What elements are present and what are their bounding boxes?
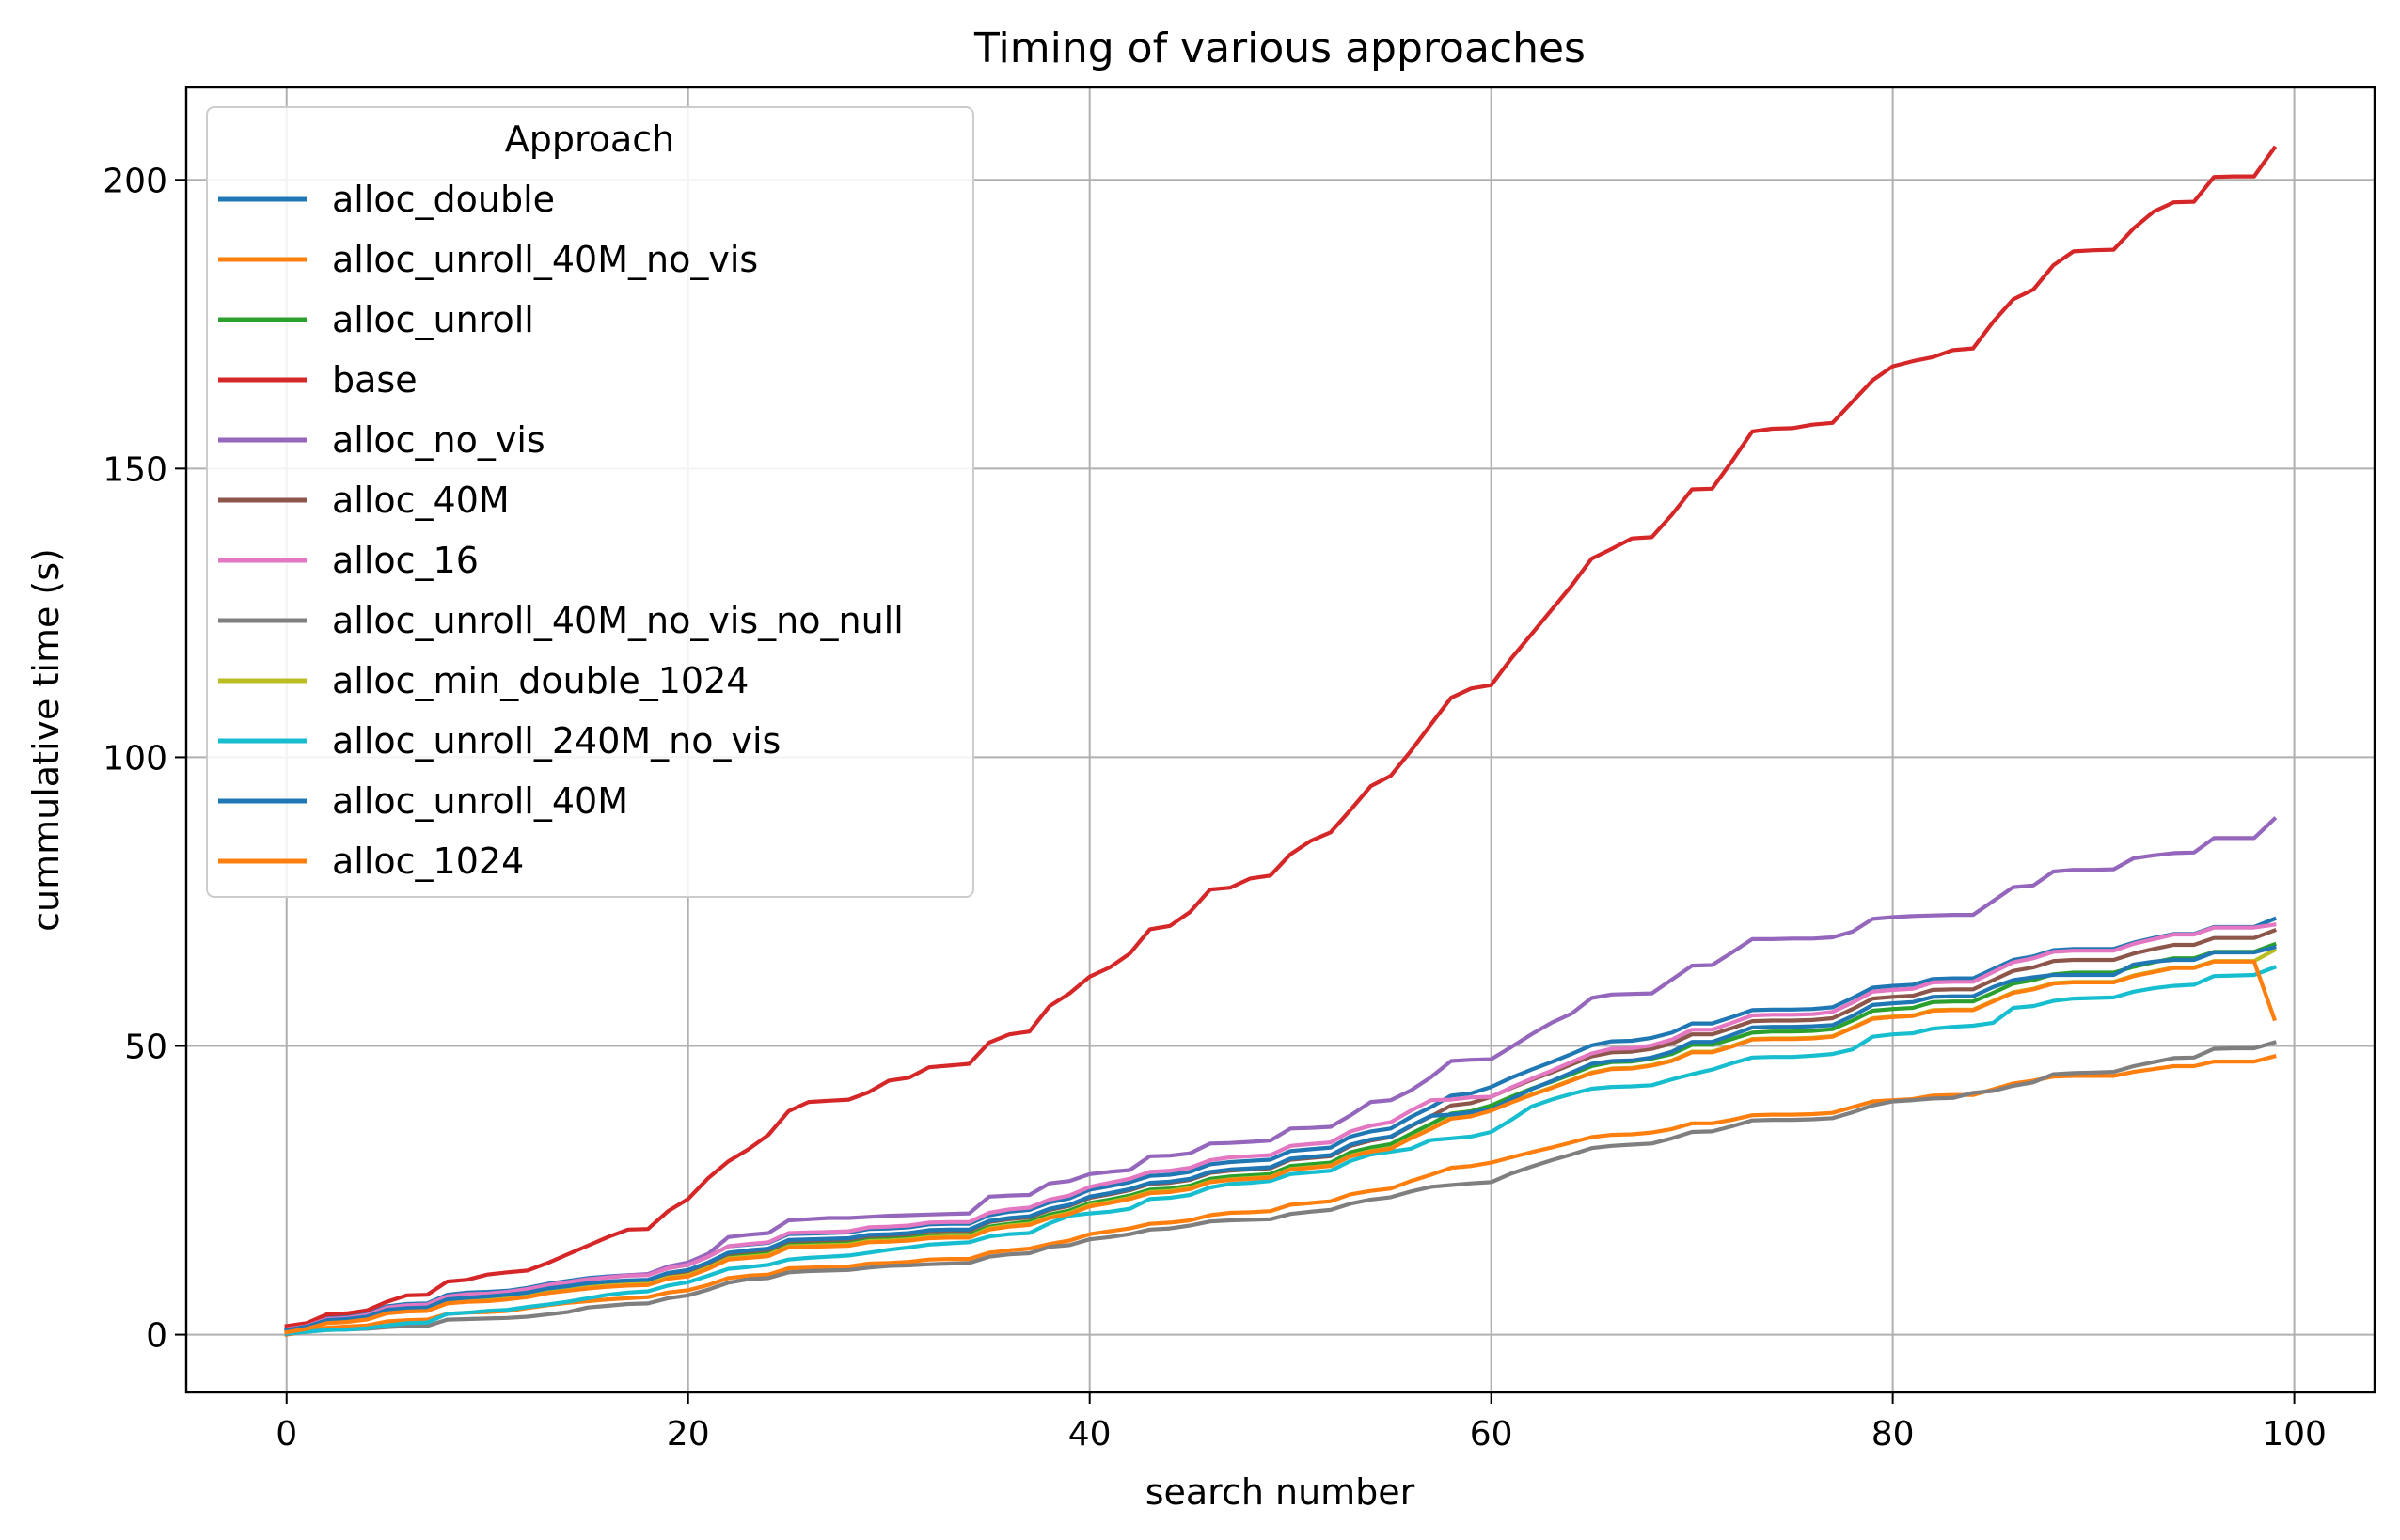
grid-lines: [186, 87, 2375, 1392]
y-tick-label: 0: [146, 1317, 167, 1356]
legend-entry: alloc_40M: [218, 479, 510, 521]
legend-entry: alloc_1024: [218, 841, 524, 882]
x-tick-label: 80: [1871, 1415, 1915, 1454]
series-line-alloc-unroll-240M-no-vis: [284, 965, 2278, 1336]
legend-entry: alloc_min_double_1024: [218, 660, 749, 701]
series-line-alloc-16: [284, 922, 2277, 1332]
legend-entry: alloc_no_vis: [218, 419, 545, 461]
x-tick-label: 100: [2262, 1415, 2327, 1454]
legend-entry: alloc_unroll_40M_no_vis_no_null: [218, 600, 904, 641]
chart-title: Timing of various approaches: [973, 24, 1586, 72]
legend-label: alloc_double: [332, 179, 555, 220]
legend-label: alloc_min_double_1024: [332, 660, 749, 701]
series-line-base: [284, 145, 2278, 1328]
y-axis-label: cummulative time (s): [25, 548, 67, 932]
legend-entry: alloc_double: [218, 179, 555, 220]
legend-label: alloc_40M: [332, 479, 510, 521]
legend-entry: alloc_unroll: [218, 299, 534, 340]
legend-label: alloc_no_vis: [332, 419, 545, 461]
y-tick-label: 200: [103, 162, 167, 200]
series-lines: [284, 145, 2278, 1338]
legend-label: alloc_16: [332, 540, 479, 581]
legend: Approach alloc_double alloc_unroll_40M_no…: [206, 106, 974, 898]
x-tick-label: 20: [667, 1415, 710, 1454]
legend-box: [206, 106, 974, 898]
series-line-alloc-unroll-40M-no-vis: [284, 1054, 2277, 1338]
series-line-alloc-1024: [284, 959, 2277, 1335]
plot-frame: [184, 86, 2376, 1394]
y-tick-label: 50: [124, 1029, 167, 1067]
legend-label: base: [332, 359, 418, 401]
legend-label: alloc_unroll_240M_no_vis: [332, 720, 781, 762]
y-tick-label: 150: [103, 450, 167, 489]
legend-entry: alloc_unroll_240M_no_vis: [218, 720, 781, 762]
legend-entry: alloc_unroll_40M: [218, 780, 628, 822]
legend-entry: alloc_unroll_40M_no_vis: [218, 239, 758, 280]
x-tick-label: 60: [1470, 1415, 1513, 1454]
series-line-alloc-unroll-40M-no-vis-no-null: [284, 1040, 2277, 1337]
series-line-alloc-unroll-40M: [284, 944, 2277, 1333]
legend-entry: base: [218, 359, 418, 401]
legend-label: alloc_unroll_40M: [332, 780, 628, 822]
axis-ticks: 0 20 40 60 80 100 0 50 100 150 200: [103, 162, 2327, 1454]
x-tick-label: 40: [1068, 1415, 1112, 1454]
x-axis-label: search number: [1145, 1471, 1415, 1513]
legend-label: alloc_unroll: [332, 299, 534, 340]
legend-title: Approach: [505, 118, 675, 160]
x-tick-label: 0: [276, 1415, 297, 1454]
y-tick-label: 100: [103, 739, 167, 778]
legend-label: alloc_unroll_40M_no_vis: [332, 239, 758, 280]
legend-entry: alloc_16: [218, 540, 479, 581]
legend-label: alloc_unroll_40M_no_vis_no_null: [332, 600, 904, 641]
legend-label: alloc_1024: [332, 841, 524, 882]
legend-entries: alloc_double alloc_unroll_40M_no_visalloc…: [218, 179, 904, 882]
